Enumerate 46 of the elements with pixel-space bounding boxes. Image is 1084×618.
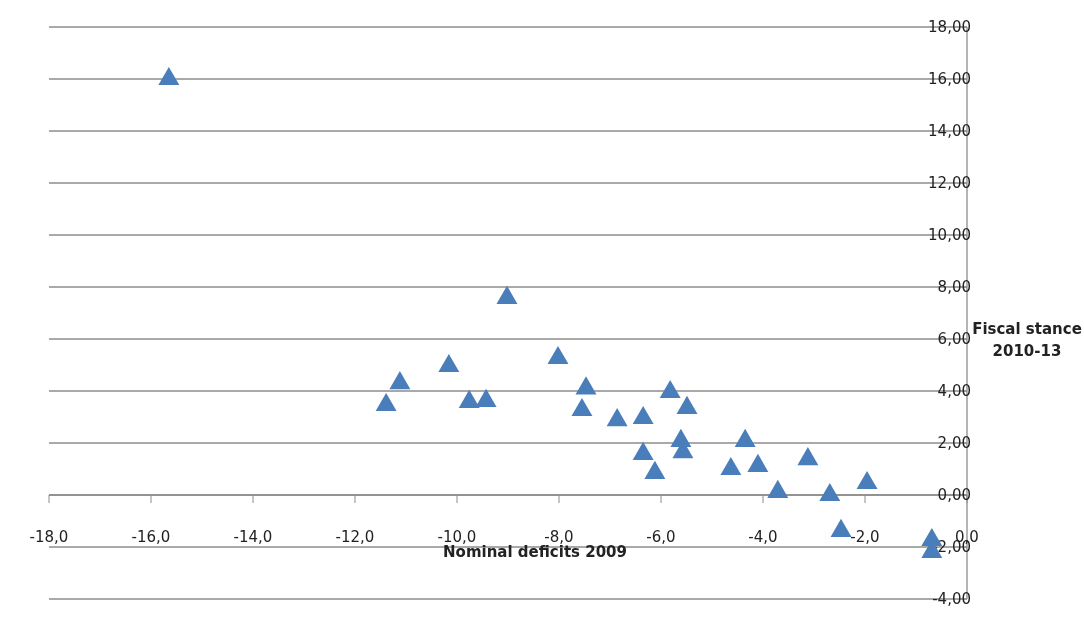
- point: [632, 441, 654, 460]
- point: [547, 345, 569, 365]
- x-tick-label: -18,0: [29, 528, 69, 546]
- point: [644, 460, 666, 479]
- y-axis-title: Fiscal stance 2010-13: [972, 319, 1082, 360]
- point: [575, 376, 597, 395]
- y-tick-label: 14,00: [928, 122, 971, 140]
- x-tick-label: -12,0: [335, 528, 375, 546]
- point: [720, 456, 742, 476]
- point: [819, 482, 841, 502]
- y-tick-label: 4,00: [937, 382, 971, 400]
- point: [438, 353, 460, 373]
- y-tick-label: -4,00: [932, 590, 971, 608]
- point: [767, 479, 789, 498]
- y-tick-label: 6,00: [937, 330, 971, 348]
- x-tick-label: -8,0: [544, 528, 574, 546]
- y-tick-label: 0,00: [937, 486, 971, 504]
- point: [458, 389, 480, 408]
- x-tick-label: -14,0: [233, 528, 273, 546]
- y-tick-label: 10,00: [928, 226, 971, 244]
- y-tick-label: 18,00: [928, 18, 971, 36]
- point: [830, 518, 852, 537]
- x-tick-label: -6,0: [646, 528, 676, 546]
- point: [676, 395, 698, 414]
- point: [797, 447, 819, 466]
- point: [571, 397, 593, 417]
- point: [389, 371, 411, 390]
- point: [496, 285, 518, 304]
- point: [158, 66, 180, 86]
- x-axis-title: Nominal deficits 2009: [443, 543, 627, 561]
- y-tick-label: 16,00: [928, 70, 971, 88]
- point: [734, 428, 756, 447]
- x-tick-label: -4,0: [748, 528, 778, 546]
- point: [606, 408, 628, 427]
- y-tick-label: 12,00: [928, 174, 971, 192]
- point: [632, 405, 654, 425]
- point: [475, 388, 497, 407]
- x-tick-label: -16,0: [131, 528, 171, 546]
- x-tick-label: -2,0: [850, 528, 880, 546]
- y-tick-label: 2,00: [937, 434, 971, 452]
- y-tick-label: 8,00: [937, 278, 971, 296]
- point: [747, 453, 769, 472]
- point: [375, 392, 397, 412]
- x-tick-label: -10,0: [437, 528, 477, 546]
- point: [856, 470, 878, 490]
- point: [659, 379, 681, 399]
